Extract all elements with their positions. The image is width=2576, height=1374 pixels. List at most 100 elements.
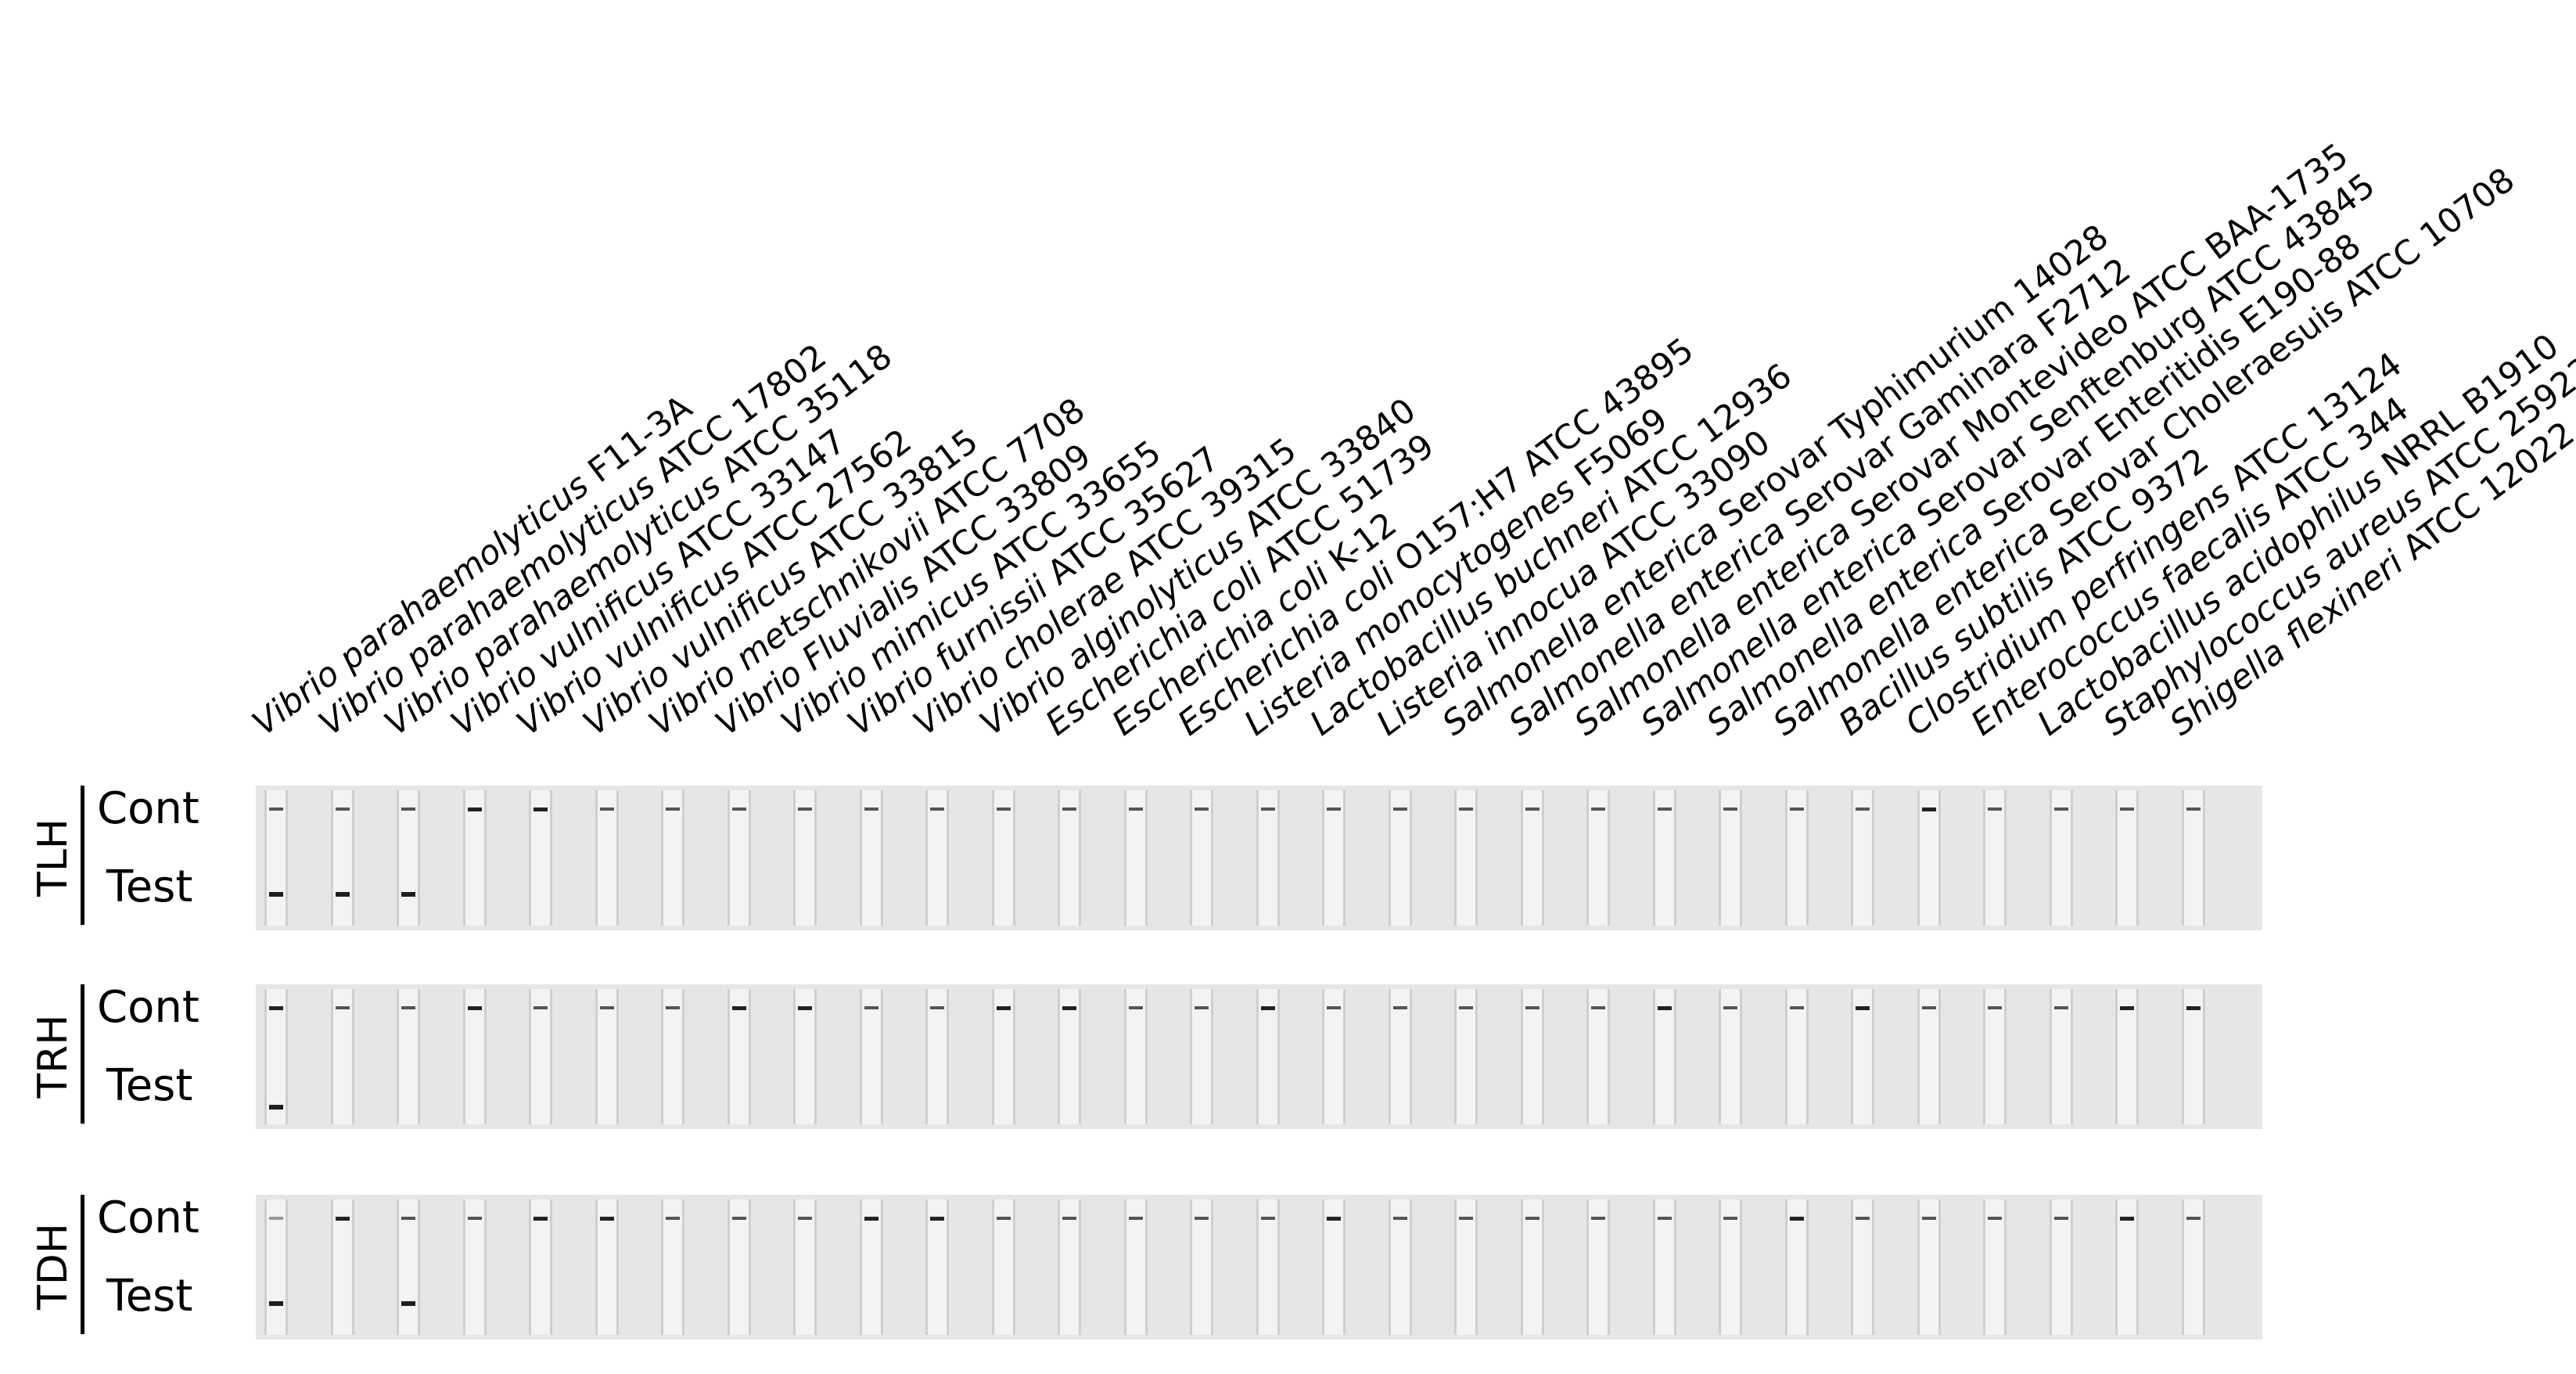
control-band [1921, 807, 1936, 811]
control-band [1392, 807, 1407, 811]
test-strip [859, 1200, 883, 1335]
control-band [401, 807, 415, 811]
test-strip [529, 989, 552, 1124]
test-strip [1123, 790, 1148, 926]
control-row-label: Cont [97, 783, 199, 834]
test-strip [1520, 790, 1544, 926]
test-strip [529, 1200, 552, 1335]
control-band [731, 1006, 746, 1010]
control-band [335, 1006, 350, 1009]
control-band [798, 1217, 812, 1220]
control-row-label: Cont [97, 1192, 199, 1243]
test-strip [1586, 790, 1610, 926]
test-strip [2115, 989, 2139, 1124]
test-strip [1388, 989, 1412, 1124]
test-strip [1719, 1200, 1742, 1335]
control-band [930, 1006, 944, 1009]
test-strip [462, 1200, 487, 1335]
control-band [467, 1217, 482, 1220]
control-band [1591, 807, 1605, 811]
test-strip [1256, 790, 1280, 926]
test-strip [264, 1200, 288, 1335]
control-band [269, 807, 283, 811]
test-strip [1123, 1200, 1148, 1335]
control-band [1260, 1006, 1275, 1010]
test-band [335, 892, 350, 897]
control-band [1657, 1006, 1672, 1010]
gene-label-tlh: TLH [30, 818, 77, 897]
test-strip [397, 989, 420, 1124]
control-band [534, 1006, 548, 1009]
test-strip [925, 1200, 949, 1335]
control-band [269, 1006, 283, 1010]
test-band [269, 1301, 283, 1306]
control-band [1525, 1006, 1539, 1009]
test-band [269, 892, 283, 897]
test-band [401, 892, 415, 897]
test-strip [1190, 790, 1213, 926]
test-strip [1784, 989, 1809, 1124]
test-strip [1388, 790, 1412, 926]
test-strip [264, 989, 288, 1124]
control-row-label: Cont [97, 982, 199, 1033]
control-band [1195, 807, 1209, 811]
test-strip [1917, 989, 1941, 1124]
control-band [666, 1006, 680, 1009]
test-strip [1784, 1200, 1809, 1335]
control-band [534, 1217, 548, 1221]
control-band [269, 1217, 283, 1220]
test-strip [1983, 989, 2007, 1124]
test-strip [2181, 790, 2205, 926]
control-band [798, 1006, 812, 1010]
control-band [1260, 807, 1275, 811]
test-strip [1058, 790, 1081, 926]
control-band [1856, 1006, 1870, 1010]
control-band [2120, 1006, 2134, 1010]
control-band [1062, 807, 1076, 811]
test-strip [991, 790, 1015, 926]
control-band [1591, 1217, 1605, 1220]
control-band [1459, 1217, 1473, 1220]
control-band [401, 1006, 415, 1009]
control-band [1591, 1006, 1605, 1009]
test-strip [1917, 790, 1941, 926]
control-band [1789, 807, 1804, 811]
control-band [1988, 807, 2002, 811]
control-band [930, 1217, 944, 1221]
control-band [1525, 1217, 1539, 1220]
control-band [930, 807, 944, 811]
test-strip [2181, 1200, 2205, 1335]
test-strip [2115, 1200, 2139, 1335]
test-strip [727, 790, 751, 926]
test-strip [1983, 790, 2007, 926]
test-strip [925, 989, 949, 1124]
control-band [1921, 1006, 1936, 1009]
test-strip [2181, 989, 2205, 1124]
test-strip [1652, 1200, 1676, 1335]
divider-line [81, 984, 84, 1124]
control-band [1856, 1217, 1870, 1220]
control-band [1062, 1006, 1076, 1010]
control-band [666, 1217, 680, 1220]
control-band [1723, 1006, 1737, 1009]
control-band [2120, 1217, 2134, 1221]
test-strip [595, 1200, 619, 1335]
control-band [1260, 1217, 1275, 1220]
control-band [2186, 1006, 2201, 1010]
test-panel-tdh [256, 1195, 2262, 1340]
control-band [1988, 1006, 2002, 1009]
test-strip [727, 989, 751, 1124]
gene-label-tdh: TDH [30, 1223, 77, 1310]
test-strip [661, 790, 684, 926]
control-band [1128, 1217, 1143, 1220]
test-band [269, 1105, 283, 1110]
test-strip [2049, 1200, 2073, 1335]
control-band [1856, 807, 1870, 811]
test-strip [727, 1200, 751, 1335]
control-band [2053, 807, 2068, 811]
test-strip [529, 790, 552, 926]
control-band [1128, 1006, 1143, 1009]
gene-label-trh: TRH [30, 1014, 77, 1099]
control-band [1392, 1006, 1407, 1009]
control-band [666, 807, 680, 811]
